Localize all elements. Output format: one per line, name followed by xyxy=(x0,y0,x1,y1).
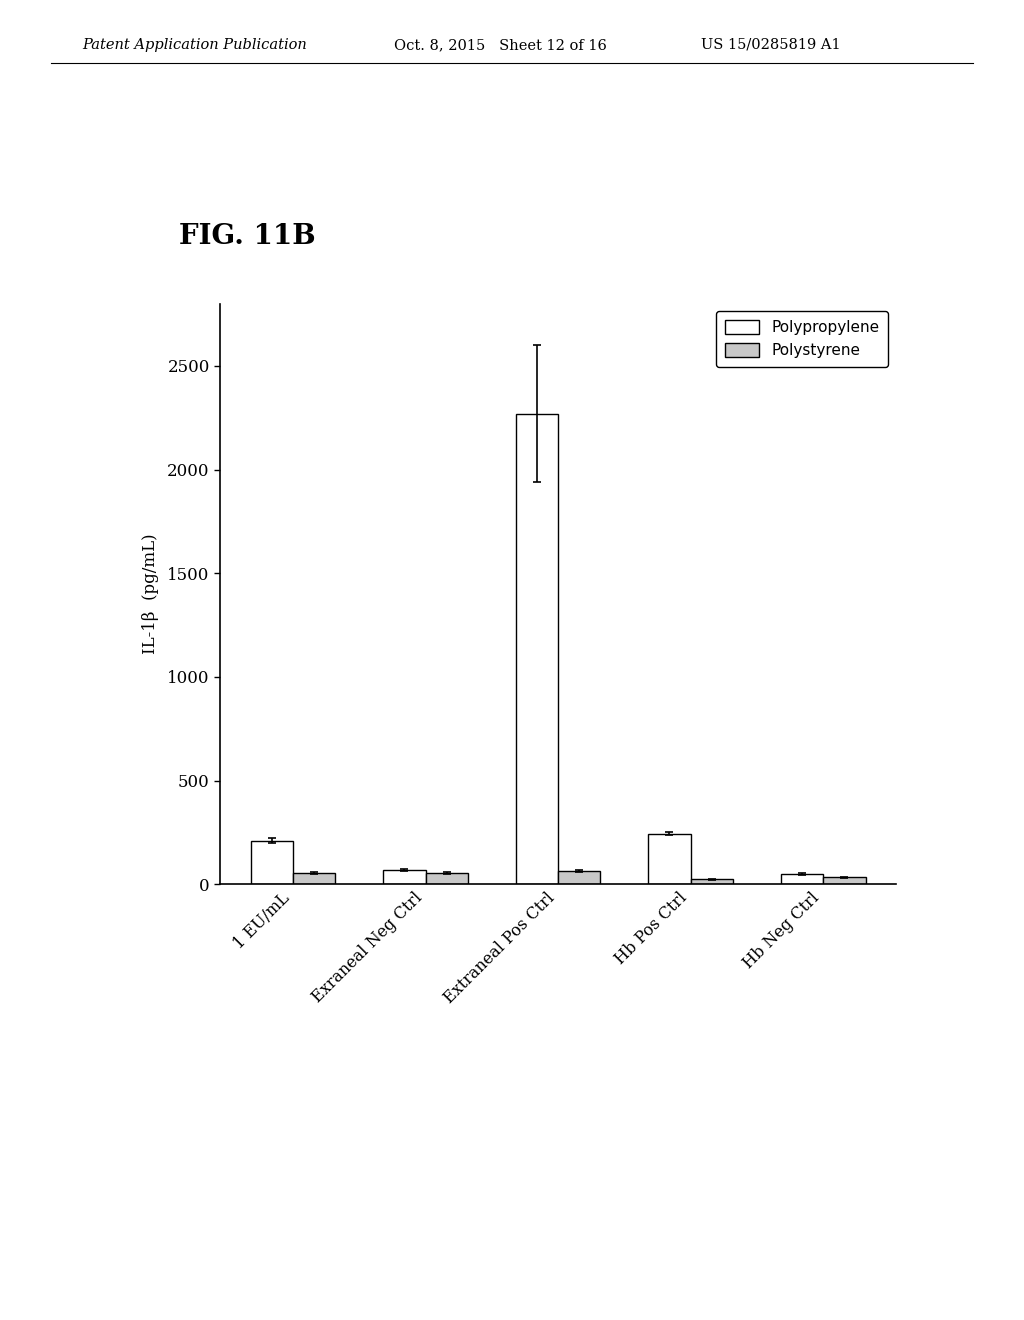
Bar xyxy=(558,871,600,884)
Text: Patent Application Publication: Patent Application Publication xyxy=(82,38,306,51)
Bar xyxy=(293,873,336,884)
Text: US 15/0285819 A1: US 15/0285819 A1 xyxy=(701,38,841,51)
Text: Oct. 8, 2015   Sheet 12 of 16: Oct. 8, 2015 Sheet 12 of 16 xyxy=(394,38,607,51)
Y-axis label: IL-1β  (pg/mL): IL-1β (pg/mL) xyxy=(142,533,159,655)
Bar xyxy=(516,413,558,884)
Bar xyxy=(426,873,468,884)
Bar xyxy=(823,876,865,884)
Bar xyxy=(251,841,293,884)
Bar xyxy=(383,870,426,884)
Bar xyxy=(648,834,690,884)
Legend: Polypropylene, Polystyrene: Polypropylene, Polystyrene xyxy=(716,312,889,367)
Text: FIG. 11B: FIG. 11B xyxy=(179,223,315,251)
Bar xyxy=(690,879,733,884)
Bar xyxy=(780,874,823,884)
